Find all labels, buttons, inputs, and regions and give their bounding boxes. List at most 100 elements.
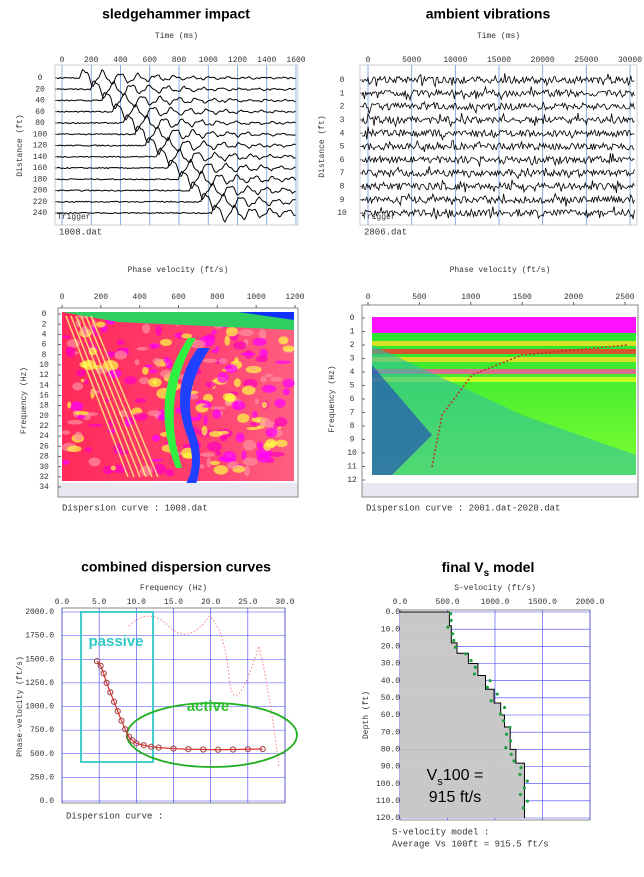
y-tick-label: 500.0: [30, 750, 54, 759]
x-tick-label: 30000: [618, 56, 642, 65]
dispersion-point: [155, 744, 162, 751]
y-tick-label: 80.0: [381, 745, 400, 754]
image-blob: [238, 329, 254, 337]
y-tick-label: 30: [39, 463, 49, 472]
trace: [56, 192, 296, 212]
trace: [56, 114, 296, 133]
y-tick-label: 28: [39, 453, 49, 462]
x-tick-label: 20000: [531, 56, 555, 65]
y-tick-label: 11: [347, 463, 357, 472]
x-tick-label: 2000.0: [576, 598, 605, 607]
measured-point: [472, 672, 476, 676]
image-blob: [74, 431, 83, 441]
measured-point: [502, 719, 506, 723]
image-blob: [256, 441, 264, 450]
x-tick-label: 1200: [285, 293, 304, 302]
image-blob: [225, 327, 238, 337]
layer: [400, 625, 452, 643]
dispersion-point: [133, 740, 140, 747]
y-tick-label: 9: [340, 196, 345, 205]
image-band: [372, 349, 636, 354]
dispersion-point: [118, 717, 125, 724]
y-tick-label: 20.0: [381, 642, 400, 651]
y-tick-label: 22: [39, 422, 49, 431]
trace: [361, 100, 635, 115]
measured-point: [509, 752, 513, 756]
layer: [400, 689, 495, 703]
image-band: [238, 312, 294, 320]
image-blob: [275, 439, 288, 448]
y-tick-label: 90.0: [381, 763, 400, 772]
image-blob: [233, 378, 241, 388]
image-blob: [278, 336, 289, 345]
image-blob: [215, 346, 220, 350]
image-blob: [95, 321, 106, 328]
title-part: final V: [442, 559, 485, 575]
y-tick-label: 10: [347, 449, 357, 458]
y-tick-label: 3: [340, 116, 345, 125]
measured-point: [525, 799, 530, 803]
y-tick-label: 26: [39, 442, 49, 451]
x-tick-label: 200: [84, 56, 99, 65]
image-blob: [240, 352, 256, 356]
image-blob: [252, 337, 267, 347]
y-tick-label: 20: [35, 85, 45, 94]
image-blob: [87, 423, 103, 428]
trace: [56, 158, 296, 177]
y-tick-label: 750.0: [30, 726, 54, 735]
y-tick-label: 110.0: [376, 797, 400, 806]
dispersion-point: [122, 726, 129, 733]
y-tick-label: 120: [33, 142, 48, 151]
y-tick-label: 2: [340, 103, 345, 112]
trace: [361, 166, 635, 180]
caption: S-velocity model :: [392, 827, 489, 837]
vs-sub: s: [437, 776, 443, 788]
caption: Average Vs 100ft = 915.5 ft/s: [392, 839, 549, 849]
trace: [56, 170, 296, 190]
caption: Dispersion curve :: [66, 811, 163, 821]
image-blob: [61, 335, 71, 339]
image-blob: [62, 460, 70, 465]
layer: [400, 675, 486, 690]
measured-point: [512, 759, 516, 763]
y-tick-label: 2: [42, 320, 47, 329]
image-blob: [202, 404, 212, 408]
image-streak: [70, 315, 135, 478]
image-blob: [261, 384, 277, 393]
y-tick-label: 6: [340, 156, 345, 165]
x-tick-label: 400: [132, 293, 147, 302]
image-band: [62, 312, 294, 330]
caption: 1008.dat: [59, 227, 102, 237]
measured-point: [504, 732, 509, 736]
y-tick-label: 40: [35, 97, 45, 106]
dispersion-point: [110, 698, 118, 705]
image-band: [372, 341, 636, 346]
image-blob: [208, 430, 223, 438]
dispersion-point: [200, 746, 207, 753]
dispersion-point: [259, 745, 266, 753]
y-tick-label: 7: [340, 169, 345, 178]
x-tick-label: 1500: [513, 293, 532, 302]
image-blob: [151, 344, 156, 350]
image-blob: [133, 412, 148, 421]
measured-point: [469, 658, 473, 663]
x-tick-label: 500: [412, 293, 427, 302]
y-tick-label: 30.0: [381, 660, 400, 669]
image-blob: [202, 358, 218, 363]
x-tick-label: 200: [94, 293, 109, 302]
measured-point: [485, 685, 489, 689]
y-tick-label: 70.0: [381, 728, 400, 737]
image-blob: [270, 376, 283, 382]
x-tick-label: 1000: [199, 56, 218, 65]
x-tick-label: 30.0: [275, 598, 294, 607]
image-blob: [72, 382, 84, 391]
image-blob: [227, 461, 239, 470]
image-blob: [74, 410, 89, 416]
image-blob: [210, 406, 226, 410]
dispersion-point: [170, 745, 177, 752]
image-band: [372, 357, 636, 362]
measured-point: [498, 712, 503, 716]
measured-point: [518, 772, 522, 776]
dispersion-point: [185, 746, 192, 753]
